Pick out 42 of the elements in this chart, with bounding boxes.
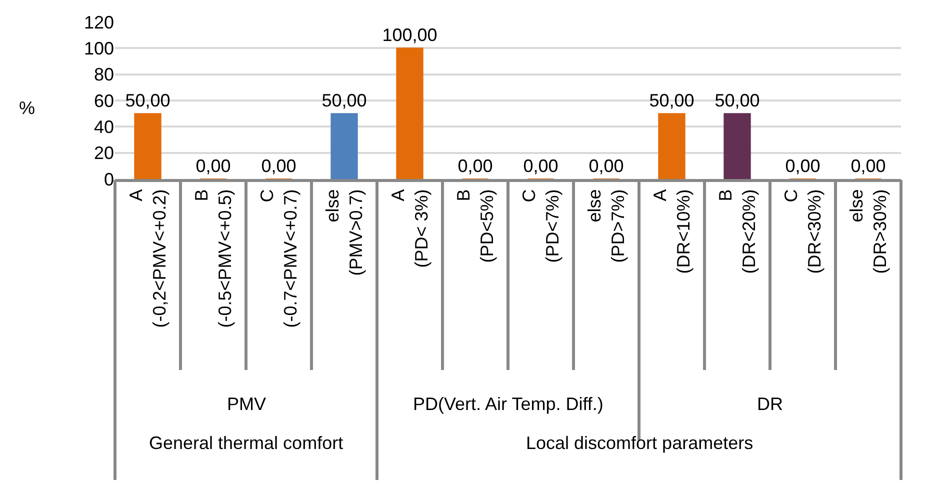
text: DR [757,394,783,414]
y-axis-title: % [19,98,36,118]
x-tick-label: else (PD>7%) [584,189,628,263]
text: PD(Vert. Air Temp. Diff.) [413,394,604,414]
x-tick-label: else (DR>30%) [846,189,890,274]
x-tick-label: B (DR<20%) [715,189,759,274]
y-tick-label: 0 [104,169,114,190]
data-label: 0,00 [785,156,820,176]
y-tick-label: 20 [94,143,114,164]
data-label: 0,00 [196,156,231,176]
bar [330,113,358,179]
bar [724,113,751,179]
y-tick-label: 40 [94,116,114,137]
text: Local discomfort parameters [526,433,754,453]
bar [134,113,162,179]
data-label: 50,00 [125,90,170,111]
text: General thermal comfort [149,433,344,453]
x-tick-label: C (PD<7%) [518,189,562,263]
x-tick-label: A (-0,2<PMV<+0.2) [126,189,170,328]
data-label: 50,00 [649,90,694,111]
y-tick-label: 100 [84,38,114,58]
x-tick-label: C (DR<30%) [780,189,824,274]
data-label: 100,00 [382,25,438,46]
data-label: 0,00 [458,156,493,176]
data-label: 50,00 [714,90,760,111]
data-label: 0,00 [850,156,886,176]
bar [396,48,424,179]
y-tick-label: 60 [94,90,114,111]
text: PMV [227,394,266,414]
bar [658,113,686,179]
y-tick-label: 120 [84,12,114,32]
y-tick-label: 80 [94,64,114,85]
data-label: 0,00 [523,156,558,176]
x-tick-label: A (PD< 3%) [388,189,432,268]
data-label: 0,00 [588,156,624,176]
x-tick-label: C (-0.7<PMV<+0.7) [256,189,300,328]
x-tick-label: B (-0.5<PMV<+0.5) [191,189,235,328]
data-label: 50,00 [322,90,367,111]
x-tick-label: B (PD<5%) [453,189,497,263]
x-tick-label: A (DR<10%) [650,189,694,274]
data-label: 0,00 [261,156,296,176]
x-tick-label: else (PMV>0.7) [322,189,366,276]
